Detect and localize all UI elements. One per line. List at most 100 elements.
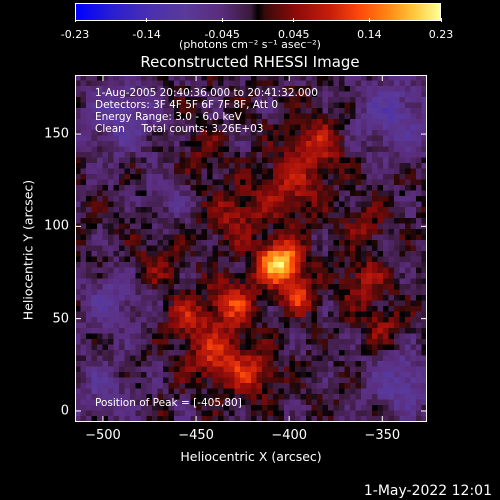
heatmap-cell (262, 273, 268, 279)
heatmap-cell (207, 251, 213, 257)
heatmap-cell (388, 405, 395, 411)
heatmap-cell (306, 289, 312, 296)
heatmap-cell (344, 157, 351, 164)
heatmap-cell (179, 394, 186, 400)
heatmap-cell (223, 372, 230, 378)
heatmap-cell (207, 317, 213, 323)
heatmap-cell (278, 108, 285, 114)
heatmap-cell (190, 86, 197, 92)
heatmap-cell (421, 267, 427, 274)
heatmap-cell (267, 311, 274, 318)
heatmap-cell (372, 328, 378, 334)
heatmap-cell (113, 229, 120, 235)
heatmap-cell (388, 86, 395, 92)
heatmap-cell (300, 80, 307, 87)
heatmap-cell (212, 146, 219, 153)
heatmap-cell (218, 278, 224, 285)
heatmap-cell (251, 234, 257, 241)
heatmap-cell (339, 190, 345, 197)
heatmap-cell (278, 190, 285, 197)
heatmap-cell (421, 284, 427, 290)
heatmap-cell (80, 207, 87, 213)
heatmap-cell (124, 251, 131, 257)
heatmap-cell (163, 91, 169, 98)
heatmap-cell (377, 141, 384, 147)
heatmap-cell (97, 223, 103, 230)
heatmap-cell (234, 91, 241, 98)
heatmap-cell (168, 113, 175, 120)
heatmap-cell (295, 97, 301, 103)
heatmap-cell (366, 267, 373, 274)
chart-title: Reconstructed RHESSI Image (140, 53, 360, 71)
heatmap-cell (102, 333, 109, 340)
heatmap-cell (168, 410, 175, 417)
heatmap-cell (86, 383, 92, 389)
heatmap-cell (295, 141, 301, 147)
heatmap-cell (102, 306, 109, 312)
heatmap-cell (80, 234, 87, 241)
heatmap-cell (97, 229, 103, 235)
heatmap-cell (311, 218, 318, 224)
heatmap-cell (405, 86, 411, 92)
heatmap-cell (135, 146, 142, 153)
heatmap-cell (410, 234, 417, 241)
heatmap-cell (333, 240, 340, 246)
heatmap-cell (372, 229, 378, 235)
heatmap-cell (278, 168, 285, 175)
heatmap-cell (179, 377, 186, 384)
heatmap-cell (416, 168, 422, 175)
heatmap-cell (229, 108, 235, 114)
heatmap-cell (372, 152, 378, 158)
heatmap-cell (394, 245, 400, 252)
heatmap-cell (201, 295, 208, 301)
heatmap-cell (421, 130, 427, 136)
heatmap-cell (322, 333, 329, 340)
heatmap-cell (119, 168, 125, 175)
heatmap-cell (97, 212, 103, 219)
heatmap-cell (394, 361, 400, 367)
heatmap-cell (306, 405, 312, 411)
heatmap-cell (108, 306, 114, 312)
heatmap-cell (168, 141, 175, 147)
heatmap-cell (289, 168, 296, 175)
heatmap-cell (399, 339, 406, 345)
heatmap-cell (350, 289, 356, 296)
heatmap-cell (344, 212, 351, 219)
heatmap-cell (366, 300, 373, 307)
heatmap-cell (179, 97, 186, 103)
heatmap-cell (157, 377, 164, 384)
heatmap-cell (284, 223, 290, 230)
heatmap-cell (207, 361, 213, 367)
heatmap-cell (317, 174, 323, 180)
heatmap-cell (196, 223, 202, 230)
heatmap-cell (344, 97, 351, 103)
heatmap-cell (196, 306, 202, 312)
heatmap-cell (388, 234, 395, 241)
heatmap-cell (80, 130, 87, 136)
heatmap-cell (91, 399, 98, 406)
heatmap-cell (119, 234, 125, 241)
heatmap-cell (383, 399, 389, 406)
heatmap-cell (262, 229, 268, 235)
heatmap-cell (146, 146, 153, 153)
heatmap-cell (102, 240, 109, 246)
heatmap-cell (388, 223, 395, 230)
heatmap-cell (97, 86, 103, 92)
heatmap-cell (146, 355, 153, 362)
heatmap-cell (174, 388, 180, 395)
heatmap-cell (168, 130, 175, 136)
heatmap-cell (416, 124, 422, 131)
heatmap-cell (174, 366, 180, 373)
heatmap-cell (339, 130, 345, 136)
heatmap-cell (256, 91, 263, 98)
heatmap-cell (119, 223, 125, 230)
heatmap-cell (311, 251, 318, 257)
heatmap-cell (190, 273, 197, 279)
heatmap-cell (146, 344, 153, 351)
heatmap-cell (383, 361, 389, 367)
heatmap-cell (383, 240, 389, 246)
heatmap-cell (218, 289, 224, 296)
heatmap-cell (394, 97, 400, 103)
heatmap-cell (388, 146, 395, 153)
heatmap-cell (141, 130, 147, 136)
